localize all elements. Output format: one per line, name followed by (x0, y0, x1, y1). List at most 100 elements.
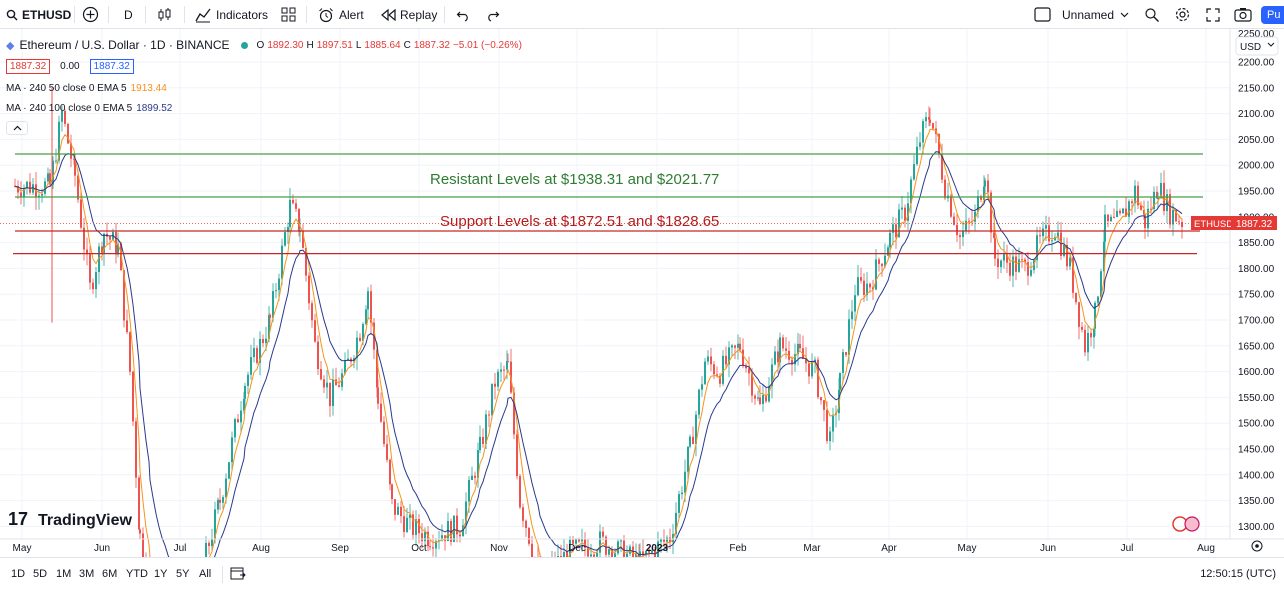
candle-body (560, 556, 562, 557)
sell-button[interactable]: 1887.32 (6, 59, 51, 74)
range-5y[interactable]: 5Y (176, 568, 190, 580)
candle-body (77, 175, 79, 200)
candle-body (503, 369, 505, 371)
candle-body (268, 314, 270, 339)
redo-button[interactable] (486, 0, 500, 29)
candle-body (115, 232, 117, 255)
candle-body (1072, 257, 1074, 293)
candle-body (692, 436, 694, 444)
range-6m[interactable]: 6M (102, 568, 118, 580)
candle-body (1000, 260, 1002, 268)
resistance-annotation: Resistant Levels at $1938.31 and $2021.7… (430, 171, 719, 188)
ma2-legend[interactable]: MA · 240 100 close 0 EMA 5 1899.52 (6, 103, 172, 114)
indicators-button[interactable]: Indicators (195, 0, 268, 29)
candle-body (814, 359, 816, 362)
candle-body (1090, 332, 1092, 338)
range-1d[interactable]: 1D (11, 568, 26, 580)
layout-checkbox[interactable] (1034, 0, 1051, 29)
candle-body (953, 216, 955, 225)
candle-body (289, 199, 291, 228)
candle-body (26, 181, 28, 189)
price-chart[interactable]: Resistant Levels at $1938.31 and $2021.7… (0, 29, 1284, 557)
candle-body (365, 309, 367, 325)
candle-body (1104, 214, 1106, 242)
candle-body (400, 506, 402, 517)
collapse-legend-button[interactable] (6, 121, 28, 135)
range-1m[interactable]: 1M (56, 568, 72, 580)
candle-body (584, 539, 586, 548)
chart-type-button[interactable] (157, 0, 173, 29)
candle-body (854, 295, 856, 312)
candle-body (771, 364, 773, 387)
candle-body (253, 348, 255, 358)
compare-symbol-button[interactable] (82, 0, 99, 29)
chart-pane[interactable]: Resistant Levels at $1938.31 and $2021.7… (0, 29, 1284, 557)
range-all[interactable]: All (199, 568, 212, 580)
candle-body (994, 238, 996, 259)
candle-body (779, 337, 781, 363)
time-tick-label: Apr (881, 543, 897, 554)
candle-body (1045, 225, 1047, 229)
candle-body (80, 199, 82, 228)
open-label: O (256, 39, 265, 51)
indicators-icon (195, 7, 211, 23)
settings-button[interactable] (1174, 0, 1191, 29)
interval-button[interactable]: D (124, 0, 133, 29)
candle-body (389, 459, 391, 485)
currency-selector[interactable]: USD (1235, 36, 1279, 56)
candle-body (566, 552, 568, 557)
candle-body (292, 199, 294, 204)
candle-body (1066, 244, 1068, 267)
undo-icon (456, 8, 470, 22)
undo-button[interactable] (456, 0, 470, 29)
price-axis[interactable]: 2200.00 2150.00 2100.00 2050.00 2000.00 1950.… (1238, 29, 1275, 533)
date-range-button[interactable] (230, 566, 246, 581)
range-3m[interactable]: 3M (79, 568, 95, 580)
candle-body (572, 539, 574, 544)
candle-body (1160, 183, 1162, 198)
buy-button[interactable]: 1887.32 (89, 59, 134, 74)
layout-menu-button[interactable]: Unnamed (1062, 0, 1129, 29)
candle-body (269, 314, 271, 318)
replay-button[interactable]: Replay (381, 0, 437, 29)
candle-body (243, 398, 245, 411)
ma1-legend[interactable]: MA · 240 50 close 0 EMA 5 1913.44 (6, 83, 167, 94)
candle-body (135, 421, 137, 478)
alert-button[interactable]: Alert (318, 0, 364, 29)
range-ytd[interactable]: YTD (126, 568, 148, 580)
candle-body (698, 389, 700, 415)
snapshot-button[interactable] (1234, 0, 1252, 29)
candle-body (516, 434, 518, 477)
candle-body (626, 553, 628, 557)
candle-body (575, 539, 577, 544)
candle-body (1093, 328, 1095, 338)
price-tick-label: 2050.00 (1238, 135, 1275, 146)
candle-body (491, 383, 493, 416)
quick-search-button[interactable] (1144, 0, 1160, 29)
flag-icon (1172, 516, 1200, 532)
range-1y[interactable]: 1Y (154, 568, 168, 580)
range-5d[interactable]: 5D (33, 568, 48, 580)
symbol-label: ETHUSD (22, 7, 72, 22)
time-axis[interactable]: May Jun Jul Aug Sep Oct Nov Dec 2023 Feb Mar Apr May… (13, 543, 1215, 554)
candle-body (444, 535, 446, 542)
candle-body (599, 531, 601, 553)
time-tick-label: Jul (1121, 543, 1134, 554)
symbol-search-button[interactable]: ETHUSD (6, 0, 71, 29)
goto-date-button[interactable] (1251, 540, 1263, 552)
candle-body (642, 551, 644, 556)
candle-body (1021, 259, 1023, 261)
candle-body (587, 547, 589, 557)
candle-body (1119, 210, 1121, 214)
candle-body (938, 134, 940, 155)
fullscreen-button[interactable] (1206, 0, 1220, 29)
publish-button[interactable]: Pu (1261, 0, 1284, 29)
candle-body (1147, 208, 1149, 229)
candle-body (1113, 216, 1115, 218)
candle-body (132, 371, 134, 422)
utc-clock[interactable]: 12:50:15 (UTC) (1200, 568, 1276, 580)
candle-body (1143, 209, 1145, 215)
candle-body (980, 196, 982, 200)
templates-button[interactable] (281, 0, 296, 29)
candle-body (29, 181, 31, 193)
